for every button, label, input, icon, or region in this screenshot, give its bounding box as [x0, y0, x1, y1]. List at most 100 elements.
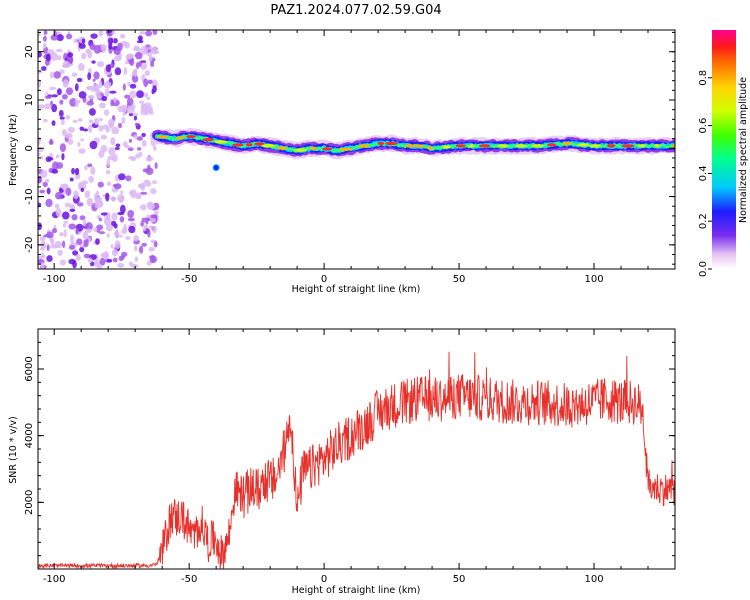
noise-speck — [73, 190, 79, 200]
noise-speck — [78, 148, 86, 154]
noise-speck — [81, 180, 89, 185]
noise-speck — [46, 255, 53, 262]
noise-scatter — [38, 30, 160, 269]
noise-speck — [140, 45, 149, 55]
ridge-hotspot — [309, 146, 318, 150]
noise-speck — [101, 95, 108, 102]
noise-speck — [114, 67, 122, 76]
noise-speck — [78, 62, 85, 71]
noise-speck — [63, 220, 69, 224]
noise-speck — [83, 253, 91, 259]
noise-speck — [141, 217, 149, 223]
noise-speck — [124, 60, 130, 65]
ridge-hotspot — [621, 144, 635, 148]
y-tick-label: 10 — [24, 94, 35, 107]
noise-speck — [121, 116, 126, 124]
noise-speck — [82, 231, 89, 240]
noise-speck — [150, 188, 157, 195]
noise-speck — [98, 102, 107, 109]
noise-speck — [114, 146, 120, 151]
colorbar-ticks: 0.0 0.2 0.4 0.6 0.8 — [698, 70, 712, 277]
noise-speck — [52, 161, 59, 170]
snr-y-label: SNR (10 * v/v) — [8, 416, 19, 484]
noise-speck — [134, 122, 139, 126]
ridge-hotspot — [276, 146, 288, 150]
noise-speck — [75, 227, 79, 235]
noise-speck — [86, 86, 92, 91]
noise-speck — [58, 109, 64, 118]
noise-speck — [140, 221, 144, 227]
noise-speck — [139, 31, 146, 35]
snr-y-ticks: 2000 4000 6000 — [24, 328, 675, 570]
ridge-hotspot — [156, 135, 168, 139]
ridge-hotspot — [671, 144, 675, 148]
snr-series-line — [38, 351, 675, 569]
noise-speck — [54, 191, 63, 200]
noise-speck — [124, 94, 131, 99]
noise-speck — [105, 192, 110, 202]
noise-speck — [51, 94, 58, 98]
noise-speck — [95, 88, 101, 98]
noise-speck — [133, 69, 138, 78]
noise-speck — [147, 164, 151, 172]
ridge-hotspot — [254, 142, 265, 146]
snr-panel: -100 -50 0 50 100 2000 4000 6000 Height of str… — [8, 328, 676, 596]
noise-speck — [106, 233, 110, 238]
noise-speck — [139, 204, 147, 211]
noise-speck — [96, 229, 101, 233]
noise-speck — [84, 164, 88, 171]
snr-x-label: Height of straight line (km) — [292, 585, 421, 596]
noise-speck — [62, 240, 66, 249]
noise-speck — [87, 95, 95, 100]
x-tick-label: -100 — [43, 274, 66, 285]
noise-speck — [61, 94, 68, 100]
noise-speck — [108, 30, 113, 33]
ridge-hotspot — [562, 141, 572, 146]
noise-speck — [79, 126, 85, 131]
snr-x-ticks: -100 -50 0 50 100 — [43, 329, 676, 585]
noise-speck — [93, 117, 100, 126]
noise-speck — [56, 34, 64, 42]
noise-speck — [111, 212, 118, 221]
noise-speck — [84, 190, 91, 199]
noise-speck — [49, 138, 53, 145]
noise-speck — [93, 262, 102, 267]
noise-speck — [139, 191, 148, 195]
y-tick-label: -20 — [24, 237, 35, 253]
y-tick-label: 20 — [24, 45, 35, 58]
noise-speck — [114, 240, 121, 250]
noise-speck — [95, 238, 100, 245]
noise-speck — [113, 230, 120, 238]
noise-speck — [138, 245, 144, 254]
noise-speck — [138, 151, 143, 157]
spectrogram-x-ticks: -100 -50 0 50 100 — [43, 30, 676, 285]
noise-speck — [151, 180, 158, 185]
noise-speck — [140, 103, 144, 112]
noise-speck — [111, 248, 119, 257]
noise-speck — [42, 181, 48, 188]
noise-speck — [138, 100, 145, 104]
noise-speck — [96, 61, 105, 68]
ridge-hotspot — [515, 144, 527, 148]
noise-speck — [41, 66, 47, 72]
noise-speck — [151, 46, 158, 55]
ridge-hotspot — [577, 143, 590, 147]
snr-plot-area — [38, 329, 675, 569]
noise-speck — [110, 99, 114, 107]
colorbar: 0.0 0.2 0.4 0.6 0.8 Normalized spectral ampl… — [698, 30, 749, 277]
noise-speck — [87, 50, 93, 59]
noise-speck — [45, 198, 53, 208]
noise-speck — [61, 153, 65, 161]
noise-speck — [105, 224, 114, 232]
noise-speck — [76, 77, 83, 83]
noise-speck — [90, 166, 96, 175]
noise-speck — [62, 79, 69, 88]
noise-speck — [68, 244, 76, 250]
noise-speck — [87, 72, 92, 81]
noise-speck — [131, 74, 139, 83]
ridge-hotspot — [654, 144, 661, 148]
noise-speck — [125, 175, 132, 182]
noise-speck — [96, 215, 101, 219]
noise-speck — [129, 83, 137, 89]
noise-speck — [115, 143, 121, 148]
